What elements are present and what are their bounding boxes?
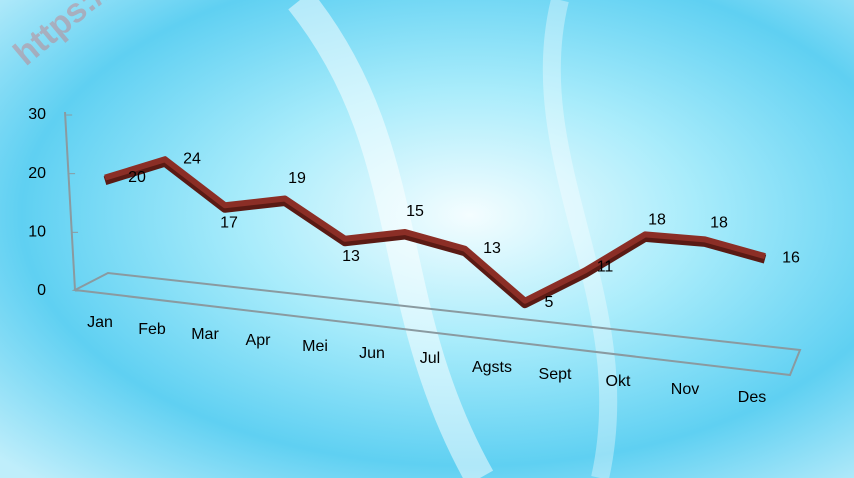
- line: [104, 156, 766, 304]
- data-label: 20: [128, 169, 146, 186]
- x-tick-label: Mei: [302, 338, 328, 355]
- y-tick-label: 20: [28, 165, 46, 182]
- x-tick-label: Agsts: [472, 359, 512, 376]
- x-tick-label: Mar: [191, 326, 219, 343]
- x-tick-label: Okt: [606, 373, 631, 390]
- data-label: 11: [597, 259, 614, 276]
- x-tick-label: Sept: [539, 366, 572, 383]
- data-label: 17: [220, 214, 238, 231]
- y-axis: [64, 111, 76, 291]
- data-label: 18: [710, 215, 728, 232]
- data-label: 13: [483, 240, 501, 257]
- data-label: 18: [648, 212, 666, 229]
- x-tick-label: Des: [738, 389, 766, 406]
- x-tick-label: Jun: [359, 345, 385, 362]
- floor-plane: [71, 271, 802, 377]
- y-tick-label: 0: [37, 282, 46, 299]
- x-tick-label: Jul: [420, 350, 440, 367]
- data-label: 24: [183, 150, 201, 167]
- y-tick-label: 10: [28, 224, 46, 241]
- data-label: 16: [782, 249, 800, 266]
- data-label: 5: [545, 294, 554, 311]
- data-label: 13: [342, 248, 360, 265]
- data-label: 19: [288, 170, 306, 187]
- x-tick-label: Nov: [671, 381, 699, 398]
- light-streak: [288, 0, 494, 478]
- x-tick-label: Apr: [246, 332, 272, 349]
- light-streak: [542, 0, 618, 478]
- x-tick-label: Feb: [138, 321, 166, 338]
- x-tick-label: Jan: [87, 314, 113, 331]
- y-tick-label: 30: [28, 106, 46, 123]
- data-label: 15: [406, 203, 424, 220]
